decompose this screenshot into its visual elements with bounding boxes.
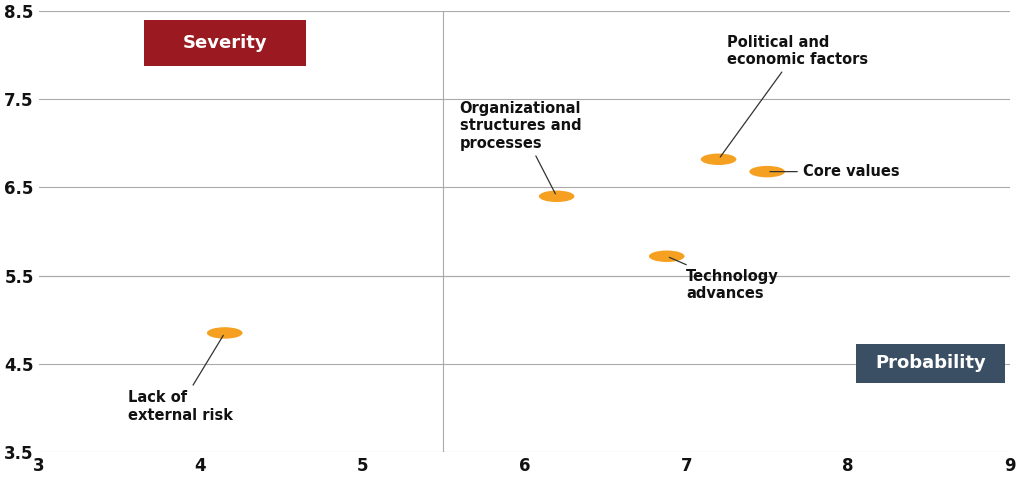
FancyBboxPatch shape: [144, 20, 306, 66]
Text: Political and
economic factors: Political and economic factors: [719, 34, 867, 157]
FancyBboxPatch shape: [855, 343, 1004, 383]
Text: Probability: Probability: [874, 354, 985, 372]
Ellipse shape: [749, 166, 785, 177]
Text: Lack of
external risk: Lack of external risk: [127, 335, 232, 422]
Ellipse shape: [538, 191, 574, 202]
Ellipse shape: [700, 154, 736, 165]
Ellipse shape: [207, 327, 243, 339]
Text: Organizational
structures and
processes: Organizational structures and processes: [459, 101, 581, 194]
Text: Core values: Core values: [769, 164, 899, 179]
Text: Technology
advances: Technology advances: [668, 257, 779, 301]
Text: Severity: Severity: [182, 34, 267, 52]
Ellipse shape: [648, 251, 684, 262]
